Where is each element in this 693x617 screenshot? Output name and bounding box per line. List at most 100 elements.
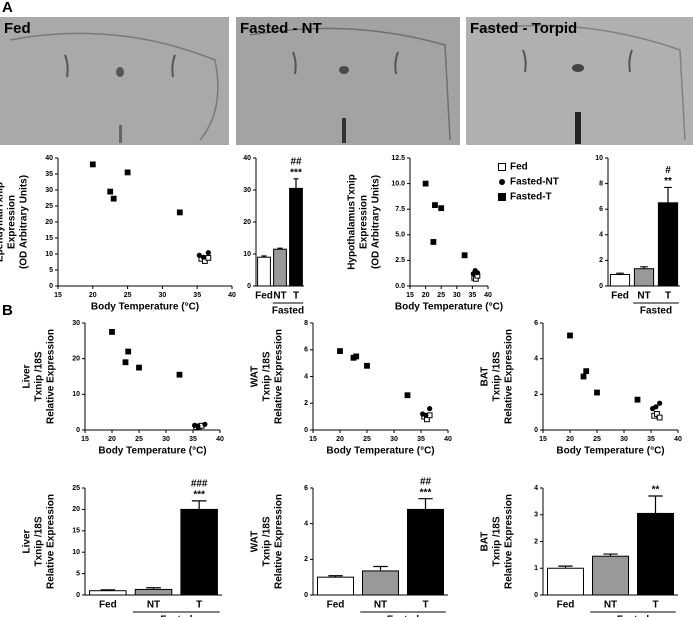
error-bar bbox=[616, 272, 624, 275]
bar bbox=[633, 268, 655, 287]
chart: 0 2 4 6 8 WAT Txnip /18S Relative Expression 15 2… bbox=[250, 320, 452, 457]
point bbox=[124, 169, 131, 176]
group-label: Fasted bbox=[272, 306, 304, 317]
significance: ## bbox=[420, 476, 432, 487]
y-tick-label: 4 bbox=[534, 485, 538, 492]
y-tick-label: 8 bbox=[304, 320, 308, 327]
x-tick-label: 25 bbox=[437, 292, 445, 299]
tissue-edge bbox=[249, 27, 451, 141]
tissue-edge bbox=[9, 32, 219, 141]
point bbox=[176, 371, 183, 378]
y-axis-label: Relative Expression bbox=[504, 494, 515, 589]
x-tick-label: 40 bbox=[216, 436, 224, 443]
y-axis-label: Txnip /18S bbox=[492, 351, 503, 401]
error-bar bbox=[261, 255, 267, 258]
y-axis-label: Relative Expression bbox=[274, 494, 285, 589]
y-axis-label: Txnip /18S bbox=[492, 516, 503, 566]
bar bbox=[637, 512, 674, 596]
bar bbox=[89, 590, 127, 596]
x-tick-label: 20 bbox=[336, 436, 344, 443]
legend-label: Fasted-T bbox=[510, 192, 552, 203]
x-tick-label: NT bbox=[374, 600, 387, 611]
panel-label: A bbox=[2, 0, 13, 16]
y-tick-label: 0 bbox=[76, 427, 80, 434]
error-bar bbox=[640, 266, 648, 269]
x-tick-label: 35 bbox=[647, 436, 655, 443]
y-tick-label: 10.0 bbox=[391, 180, 405, 187]
point bbox=[202, 421, 208, 427]
point bbox=[427, 406, 433, 412]
group-label: Fasted bbox=[387, 615, 419, 617]
error-bar bbox=[603, 553, 618, 557]
y-tick-label: 25 bbox=[72, 485, 80, 492]
image-fed bbox=[0, 17, 229, 145]
group-label: Fasted bbox=[160, 615, 192, 617]
y-tick-label: 0 bbox=[599, 283, 603, 290]
point bbox=[176, 209, 183, 216]
y-tick-label: 3 bbox=[534, 512, 538, 519]
y-tick-label: 5 bbox=[49, 267, 53, 274]
legend-marker bbox=[498, 193, 506, 201]
point bbox=[432, 202, 438, 209]
x-tick-label: 15 bbox=[539, 436, 547, 443]
point bbox=[423, 412, 429, 418]
y-tick-label: 15 bbox=[72, 528, 80, 535]
x-tick-label: Fed bbox=[327, 600, 345, 611]
point bbox=[107, 188, 114, 195]
x-tick-label: NT bbox=[637, 291, 650, 302]
y-axis-label: (OD Arbitrary Units) bbox=[19, 175, 30, 269]
y-tick-label: 35 bbox=[45, 171, 53, 178]
point bbox=[634, 396, 641, 403]
x-tick-label: 40 bbox=[444, 436, 452, 443]
y-tick-label: 40 bbox=[45, 155, 53, 162]
y-tick-label: 1 bbox=[534, 565, 538, 572]
y-axis-label: BAT bbox=[480, 367, 491, 387]
ventricle bbox=[339, 66, 349, 74]
panel-label: B bbox=[2, 302, 13, 319]
x-tick-label: 35 bbox=[417, 436, 425, 443]
error-bar bbox=[100, 589, 116, 591]
y-axis-label: Liver bbox=[22, 529, 33, 553]
y-tick-label: 0 bbox=[304, 427, 308, 434]
y-tick-label: 2 bbox=[599, 257, 603, 264]
legend-marker bbox=[499, 179, 505, 185]
x-tick-label: NT bbox=[604, 600, 617, 611]
y-tick-label: 30 bbox=[243, 187, 251, 194]
x-tick-label: NT bbox=[147, 600, 160, 611]
error-bar bbox=[648, 495, 663, 514]
y-tick-label: 2.5 bbox=[395, 257, 405, 264]
point bbox=[567, 332, 573, 339]
y-tick-label: 0.0 bbox=[395, 283, 405, 290]
x-tick-label: T bbox=[293, 291, 299, 302]
x-tick-label: 20 bbox=[566, 436, 574, 443]
bar bbox=[134, 588, 173, 596]
point bbox=[89, 161, 96, 168]
image-fasted-nt bbox=[236, 17, 460, 145]
y-tick-label: 20 bbox=[72, 506, 80, 513]
y-tick-label: 5.0 bbox=[395, 232, 405, 239]
y-tick-label: 25 bbox=[45, 203, 53, 210]
point bbox=[583, 368, 590, 375]
x-tick-label: 25 bbox=[135, 436, 143, 443]
significance: # bbox=[665, 165, 671, 176]
y-tick-label: 7.5 bbox=[395, 206, 405, 213]
error-bar bbox=[373, 565, 388, 571]
y-axis-label: Liver bbox=[22, 364, 33, 388]
y-axis-label: Relative Expression bbox=[46, 494, 57, 589]
error-bar bbox=[558, 565, 573, 569]
significance: ### bbox=[191, 478, 208, 489]
point bbox=[461, 252, 468, 259]
y-axis-label: HypothalamusTxnip bbox=[347, 174, 358, 270]
x-tick-label: Fed bbox=[99, 600, 117, 611]
x-tick-label: T bbox=[652, 600, 658, 611]
point bbox=[653, 404, 659, 410]
significance: ** bbox=[664, 176, 672, 187]
group-label: Fasted bbox=[640, 306, 672, 317]
x-tick-label: 20 bbox=[89, 292, 97, 299]
error-bar bbox=[146, 587, 161, 590]
point bbox=[364, 362, 370, 369]
micrographs: Fed Fasted - NT Fasted - Torpid bbox=[0, 17, 693, 145]
chart: 0.0 2.5 5.0 7.5 10.0 12.5 HypothalamusTxnip Exp… bbox=[347, 155, 559, 313]
y-tick-label: 0 bbox=[76, 592, 80, 599]
bar bbox=[592, 555, 629, 596]
